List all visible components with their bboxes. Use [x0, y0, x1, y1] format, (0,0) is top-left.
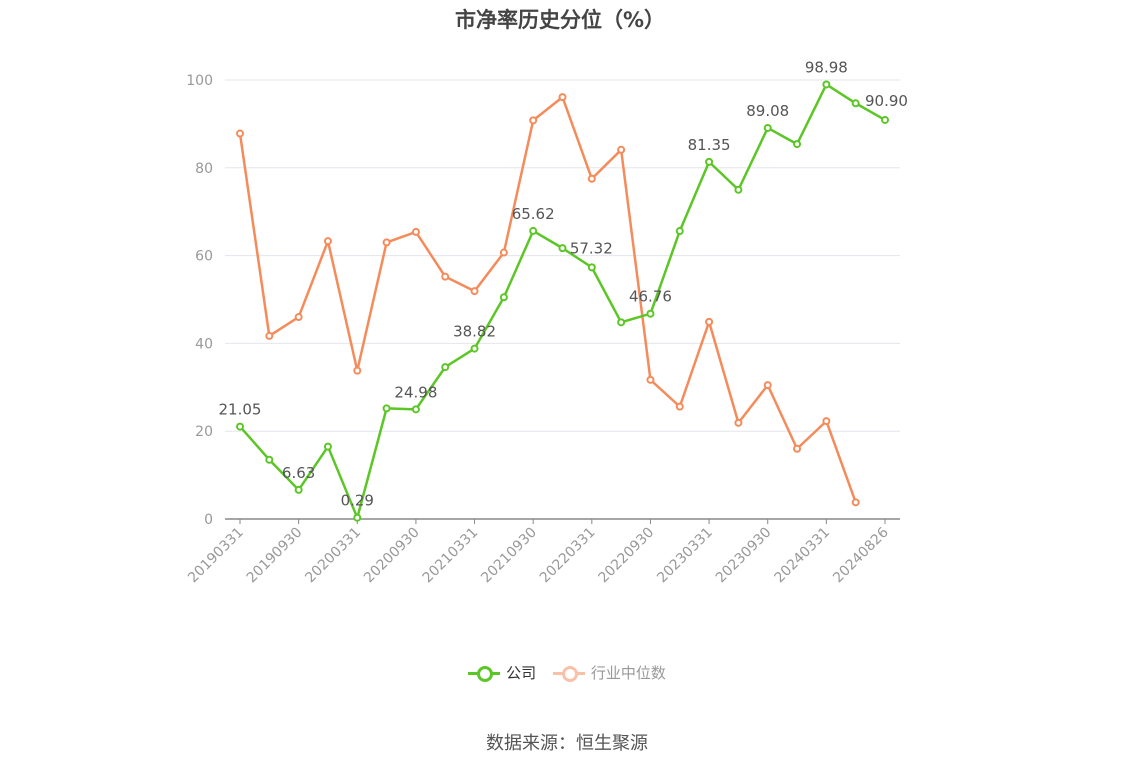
series-points [236, 80, 889, 522]
company-data-point [441, 363, 450, 372]
industry-data-point [763, 381, 772, 390]
legend-label-industry: 行业中位数 [590, 664, 666, 682]
legend-label-company: 公司 [506, 664, 537, 682]
data-label: 65.62 [512, 205, 555, 223]
y-tick-label: 20 [195, 424, 213, 440]
company-data-point [587, 263, 596, 272]
industry-data-point [411, 227, 420, 236]
industry-data-point [617, 145, 626, 154]
series-lines [238, 83, 886, 519]
x-tick-label: 20210331 [420, 525, 482, 587]
company-series-line [239, 83, 886, 519]
company-data-point [822, 80, 831, 89]
industry-data-point [236, 129, 244, 138]
industry-data-point [587, 174, 596, 183]
company-data-point [529, 226, 538, 235]
industry-data-point [822, 417, 831, 426]
x-tick-label: 20200930 [361, 525, 423, 587]
industry-data-point [353, 366, 362, 375]
industry-data-point [265, 331, 274, 340]
grid-lines [225, 79, 900, 432]
chart-title: 市净率历史分位（%） [454, 8, 666, 32]
legend-swatch-company [468, 665, 501, 682]
x-tick-label: 20190930 [244, 525, 306, 587]
x-axis: 2019033120190930202003312020093020210331… [185, 518, 900, 587]
industry-data-point [382, 238, 391, 247]
x-tick-label: 20230930 [713, 525, 775, 587]
x-tick-label: 20200331 [302, 525, 364, 587]
industry-data-point [294, 313, 303, 322]
y-tick-label: 0 [204, 512, 213, 528]
company-data-point [470, 344, 479, 353]
legend: 公司 行业中位数 [0, 662, 1134, 685]
industry-data-point [646, 375, 655, 384]
company-data-point [236, 422, 244, 431]
y-tick-label: 100 [186, 73, 213, 89]
company-data-point [881, 115, 889, 124]
company-data-point [734, 185, 743, 194]
data-label: 21.05 [219, 401, 262, 419]
company-data-point [353, 513, 362, 522]
data-label: 98.98 [805, 58, 848, 76]
company-data-point [294, 485, 303, 494]
data-label: 57.32 [570, 239, 613, 257]
company-data-point [558, 244, 567, 253]
industry-series-line [238, 95, 857, 503]
legend-swatch-industry [552, 665, 585, 682]
x-tick-label: 20220331 [537, 525, 599, 587]
industry-data-point [851, 498, 860, 507]
x-tick-label: 20220930 [596, 525, 658, 587]
y-tick-label: 60 [195, 249, 213, 265]
x-tick-label: 20240331 [771, 525, 833, 587]
y-tick-label: 80 [195, 161, 213, 177]
legend-item-industry[interactable]: 行业中位数 [552, 662, 666, 683]
industry-data-point [470, 287, 479, 296]
legend-item-company[interactable]: 公司 [468, 662, 536, 683]
x-tick-label: 20210930 [478, 525, 540, 587]
data-label: 81.35 [688, 136, 731, 154]
company-data-point [705, 157, 714, 166]
data-label: 89.08 [746, 102, 789, 120]
industry-data-point [441, 272, 450, 281]
company-data-point [411, 405, 420, 414]
x-tick-label: 20240826 [830, 524, 892, 586]
company-data-point [323, 442, 332, 451]
company-data-point [382, 404, 391, 413]
y-axis: 0 20 40 60 80 100 [186, 73, 213, 528]
data-label: 0.29 [341, 492, 374, 510]
company-data-point [793, 140, 802, 149]
data-label: 90.90 [865, 92, 908, 110]
company-data-point [646, 309, 655, 318]
industry-data-point [558, 93, 567, 102]
industry-data-point [675, 402, 684, 411]
industry-data-point [529, 116, 538, 125]
industry-data-point [323, 237, 332, 246]
industry-data-point [793, 444, 802, 453]
company-data-point [499, 293, 508, 302]
company-data-point [265, 455, 274, 464]
company-data-point [675, 227, 684, 236]
x-tick-label: 20230331 [654, 525, 716, 587]
data-label: 38.82 [453, 323, 496, 341]
data-label: 6.63 [282, 464, 315, 482]
company-data-point [763, 123, 772, 132]
data-label: 24.98 [394, 383, 437, 401]
x-tick-label: 20190331 [185, 525, 247, 587]
industry-data-point [734, 418, 743, 427]
data-label: 46.76 [629, 288, 672, 306]
industry-data-point [705, 317, 714, 326]
company-data-point [851, 99, 860, 108]
y-tick-label: 40 [195, 336, 213, 352]
company-data-point [617, 318, 626, 327]
data-source: 数据来源：恒生聚源 [486, 733, 648, 754]
data-labels: 21.05 6.63 0.29 24.98 38.82 65.62 57.32 46.76 81… [219, 58, 908, 509]
industry-data-point [499, 248, 508, 257]
